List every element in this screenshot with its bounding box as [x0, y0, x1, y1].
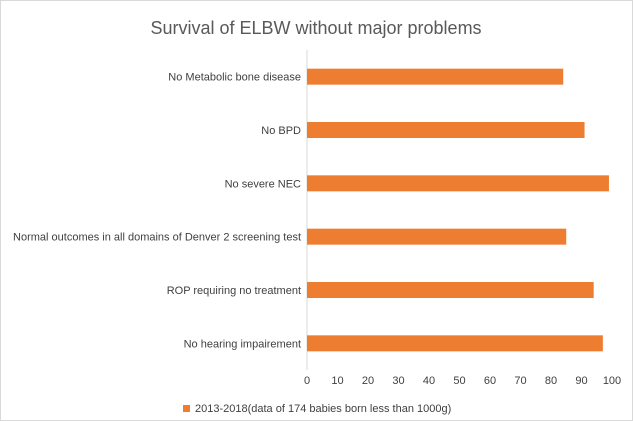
bar [307, 335, 603, 352]
bar [307, 122, 585, 138]
x-tick-label: 60 [484, 375, 496, 387]
x-tick-label: 100 [603, 375, 621, 387]
bar [307, 282, 594, 298]
x-tick-label: 50 [453, 375, 465, 387]
x-tick-label: 70 [514, 375, 526, 387]
category-label: Normal outcomes in all domains of Denver… [13, 232, 301, 244]
bar [307, 228, 567, 245]
bars [307, 68, 609, 352]
x-tick-label: 0 [304, 375, 310, 387]
x-tick-labels: 0 10 20 30 40 50 60 70 80 90 100 [304, 375, 621, 387]
x-tick-label: 80 [545, 375, 557, 387]
bar [307, 175, 609, 192]
legend-label: 2013-2018(data of 174 babies born less t… [195, 403, 451, 415]
x-tick-label: 40 [423, 375, 435, 387]
category-label: ROP requiring no treatment [167, 285, 301, 297]
category-labels: No Metabolic bone disease No BPD No severe… [13, 72, 301, 351]
x-tick-label: 20 [362, 375, 374, 387]
x-tick-label: 90 [575, 375, 587, 387]
chart-title: Survival of ELBW without major problems [150, 18, 481, 38]
category-label: No Metabolic bone disease [168, 72, 301, 84]
legend-swatch [183, 405, 190, 412]
legend: 2013-2018(data of 174 babies born less t… [183, 403, 451, 415]
x-tick-label: 30 [392, 375, 404, 387]
bar [307, 68, 564, 85]
category-label: No severe NEC [225, 178, 301, 190]
category-label: No BPD [261, 125, 301, 137]
category-label: No hearing impairement [184, 338, 301, 350]
x-tick-label: 10 [331, 375, 343, 387]
